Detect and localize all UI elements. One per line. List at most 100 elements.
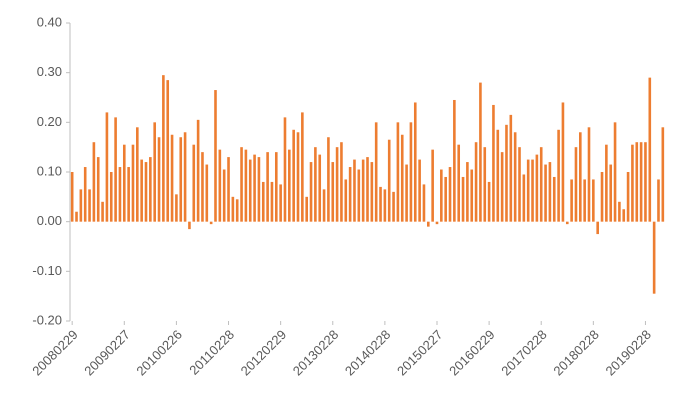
bar [288,149,291,222]
bar [270,181,274,222]
bar [639,142,643,222]
bar [496,129,500,222]
bar [513,132,517,222]
bar [605,144,608,222]
bar [118,167,122,222]
x-tick-label: 20130228 [290,327,342,379]
bar [357,169,361,222]
bar [587,127,591,222]
bar [257,157,261,222]
bar [600,172,604,222]
bar [579,132,582,222]
x-tick-label: 20080229 [29,327,81,379]
x-tick-label: 20170228 [498,327,550,379]
bar [466,162,469,222]
bar [652,221,656,294]
bar [570,179,573,222]
bar [474,142,478,222]
bar [157,137,161,222]
bar [609,164,613,222]
bar [335,147,339,222]
bar [209,221,213,225]
bar [153,122,156,222]
bar [114,117,117,222]
y-tick-label: 0.40 [37,14,62,29]
bar [344,179,348,222]
bar [431,149,434,222]
bar [231,196,235,222]
bar [301,112,304,222]
bar [422,184,426,222]
y-tick-label: 0.30 [37,64,62,79]
bar [162,75,165,222]
bar [544,164,547,222]
bar [396,122,400,222]
bar [348,167,352,222]
bar [188,221,191,230]
bar [370,162,374,222]
bar [427,221,430,227]
bar [648,77,652,222]
bar [409,122,413,222]
bar [248,159,252,222]
bar [196,119,200,222]
bar [75,211,78,222]
bar [218,149,222,222]
bar [127,167,130,222]
bar [592,179,595,222]
bar [322,189,326,222]
bar [552,176,556,222]
bar [405,164,408,222]
bar [244,149,248,222]
bar [235,199,239,222]
bar [96,157,100,222]
y-tick-label: 0.20 [37,114,62,129]
bar [535,154,539,222]
bar [274,152,278,222]
x-tick-label: 20110228 [186,327,237,378]
y-tick-label: 0.00 [37,213,62,228]
bar [505,124,508,222]
bar [79,189,83,222]
bar [170,134,174,222]
bar [500,152,504,222]
bar [253,154,256,222]
bar [201,152,204,222]
bar [379,186,382,222]
x-tick-label: 20100226 [133,327,185,379]
x-tick-label: 20160229 [446,327,498,379]
bar [101,201,104,222]
bar [418,159,421,222]
bar [92,142,96,222]
y-tick-label: -0.20 [32,312,62,327]
bar [392,191,395,222]
bar [461,176,465,222]
bar [83,167,87,222]
bar [618,201,621,222]
bar [383,189,387,222]
bar [88,189,91,222]
bar [205,164,209,222]
bar [296,132,300,222]
bar [292,129,295,222]
bar [635,142,639,222]
bar [444,176,447,222]
y-tick-label: 0.10 [37,163,62,178]
bar [183,132,187,222]
bar [70,172,74,222]
bar [327,137,330,222]
bar [492,104,495,222]
x-tick-label: 20190228 [602,327,654,379]
bar [227,157,230,222]
bar [583,179,586,222]
bar [166,80,170,222]
bar [331,162,335,222]
x-tick-label: 20150227 [394,327,446,379]
bar [314,147,317,222]
bar [548,162,552,222]
bar [470,169,474,222]
bar [131,144,135,222]
bar [400,134,404,222]
bar [622,209,626,222]
bar [561,102,565,222]
